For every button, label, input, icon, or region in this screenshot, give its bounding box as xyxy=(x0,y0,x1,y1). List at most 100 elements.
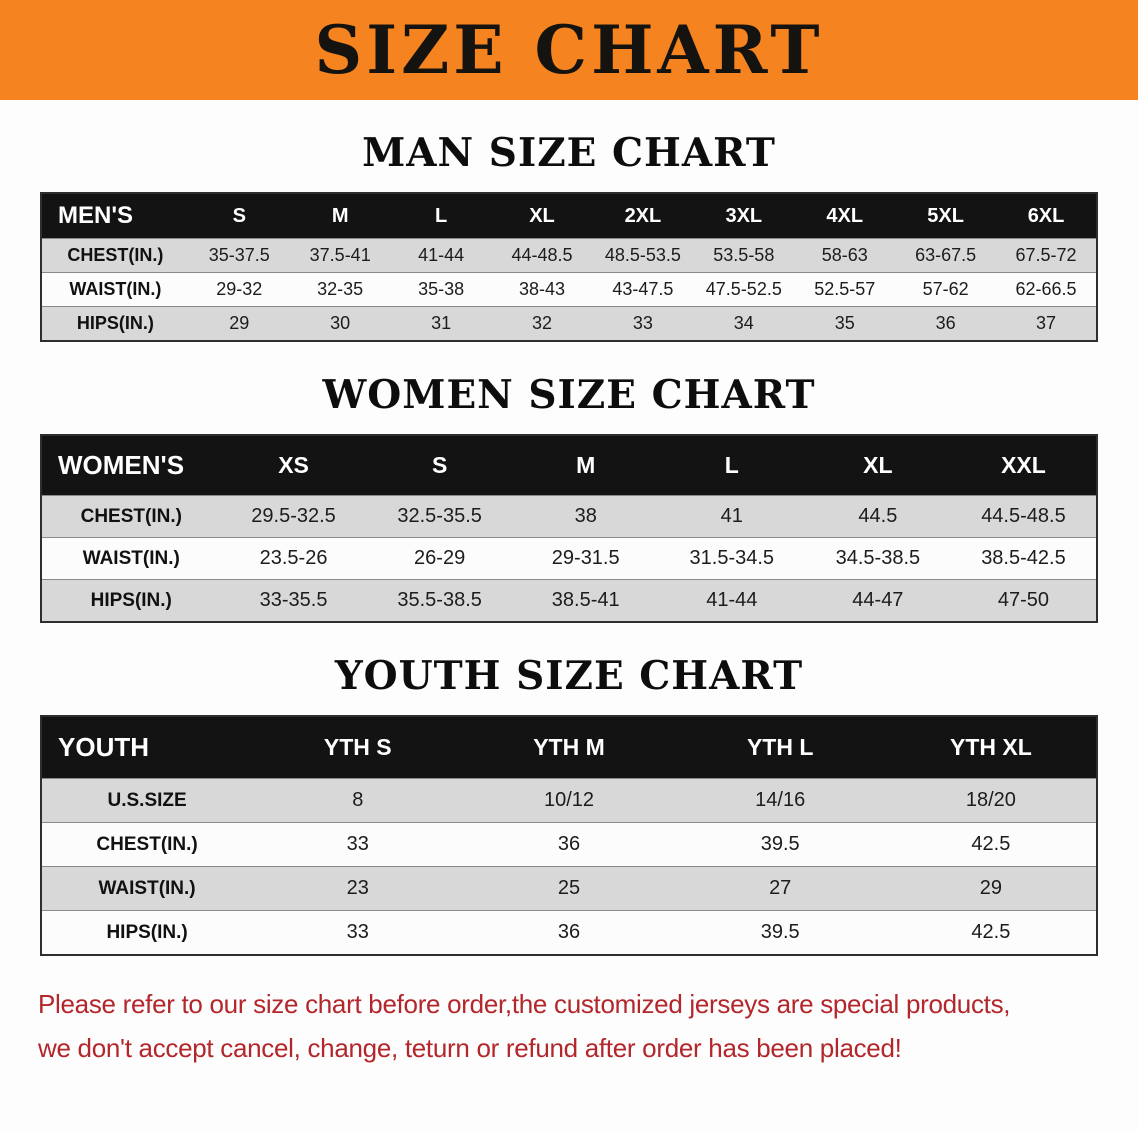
size-value-cell: 32.5-35.5 xyxy=(366,495,513,538)
size-value-cell: 32 xyxy=(491,306,593,341)
size-value-cell: 10/12 xyxy=(463,778,675,823)
size-column-header: S xyxy=(188,193,290,239)
size-value-cell: 53.5-58 xyxy=(693,238,795,273)
measurement-row-label: HIPS(IN.) xyxy=(41,910,253,955)
size-value-cell: 38.5-41 xyxy=(512,579,659,622)
size-value-cell: 23.5-26 xyxy=(220,537,367,580)
size-value-cell: 39.5 xyxy=(674,822,886,867)
men-size-table: MEN'S S M L XL 2XL 3XL 4XL 5XL 6XL CHEST(IN.) 35-37… xyxy=(40,192,1098,342)
size-value-cell: 38 xyxy=(512,495,659,538)
size-column-header: M xyxy=(512,435,659,496)
measurement-row-label: HIPS(IN.) xyxy=(41,579,221,622)
measurement-row-label: CHEST(IN.) xyxy=(41,822,253,867)
men-size-chart-section: MAN SIZE CHART MEN'S S M L XL 2XL 3XL 4XL 5XL 6XL… xyxy=(0,130,1138,342)
size-value-cell: 48.5-53.5 xyxy=(592,238,694,273)
youth-chart-heading: YOUTH SIZE CHART xyxy=(334,653,804,699)
size-value-cell: 37 xyxy=(996,306,1097,341)
size-value-cell: 35-37.5 xyxy=(188,238,290,273)
header-row: WOMEN'S XS S M L XL XXL xyxy=(41,435,1097,496)
table-row: CHEST(IN.) 29.5-32.5 32.5-35.5 38 41 44.5 44.5… xyxy=(41,495,1097,538)
size-column-header: YTH L xyxy=(674,716,886,779)
size-value-cell: 47-50 xyxy=(950,579,1097,622)
women-size-chart-section: WOMEN SIZE CHART WOMEN'S XS S M L XL XXL CHEST(… xyxy=(0,372,1138,623)
size-value-cell: 67.5-72 xyxy=(996,238,1097,273)
size-value-cell: 41 xyxy=(658,495,805,538)
size-value-cell: 34.5-38.5 xyxy=(804,537,951,580)
size-value-cell: 29 xyxy=(188,306,290,341)
size-chart-banner: SIZE CHART xyxy=(0,0,1138,100)
size-value-cell: 58-63 xyxy=(794,238,896,273)
size-column-header: XXL xyxy=(950,435,1097,496)
footer-note: Please refer to our size chart before or… xyxy=(38,982,1100,1070)
size-value-cell: 35-38 xyxy=(390,272,492,307)
header-row: YOUTH YTH S YTH M YTH L YTH XL xyxy=(41,716,1097,779)
size-value-cell: 44-47 xyxy=(804,579,951,622)
men-chart-heading: MAN SIZE CHART xyxy=(362,130,776,176)
size-value-cell: 36 xyxy=(463,910,675,955)
size-value-cell: 43-47.5 xyxy=(592,272,694,307)
size-value-cell: 57-62 xyxy=(895,272,997,307)
size-value-cell: 30 xyxy=(289,306,391,341)
size-value-cell: 27 xyxy=(674,866,886,911)
size-value-cell: 36 xyxy=(895,306,997,341)
table-row: U.S.SIZE 8 10/12 14/16 18/20 xyxy=(41,778,1097,823)
footer-note-line2: we don't accept cancel, change, teturn o… xyxy=(38,1033,902,1064)
size-column-header: YTH M xyxy=(463,716,675,779)
table-row: WAIST(IN.) 23.5-26 26-29 29-31.5 31.5-34.5 34… xyxy=(41,537,1097,580)
size-value-cell: 18/20 xyxy=(885,778,1097,823)
table-row: WAIST(IN.) 29-32 32-35 35-38 38-43 43-47.5 47.… xyxy=(41,272,1097,307)
size-column-header: 5XL xyxy=(895,193,997,239)
size-value-cell: 62-66.5 xyxy=(996,272,1097,307)
measurement-row-label: HIPS(IN.) xyxy=(41,306,189,341)
measurement-row-label: WAIST(IN.) xyxy=(41,537,221,580)
size-value-cell: 35.5-38.5 xyxy=(366,579,513,622)
measurement-row-label: CHEST(IN.) xyxy=(41,238,189,273)
size-value-cell: 32-35 xyxy=(289,272,391,307)
size-column-header: XS xyxy=(220,435,367,496)
size-value-cell: 35 xyxy=(794,306,896,341)
size-value-cell: 41-44 xyxy=(658,579,805,622)
size-value-cell: 34 xyxy=(693,306,795,341)
size-value-cell: 42.5 xyxy=(885,910,1097,955)
size-value-cell: 52.5-57 xyxy=(794,272,896,307)
measurement-row-label: WAIST(IN.) xyxy=(41,866,253,911)
size-column-header: XL xyxy=(804,435,951,496)
size-column-header: 3XL xyxy=(693,193,795,239)
banner-title: SIZE CHART xyxy=(314,11,824,89)
size-column-header: L xyxy=(658,435,805,496)
youth-size-table: YOUTH YTH S YTH M YTH L YTH XL U.S.SIZE 8 10/12… xyxy=(40,715,1098,956)
size-value-cell: 33 xyxy=(252,822,464,867)
size-column-header: M xyxy=(289,193,391,239)
measurement-row-label: WAIST(IN.) xyxy=(41,272,189,307)
size-value-cell: 38-43 xyxy=(491,272,593,307)
size-column-header: YTH XL xyxy=(885,716,1097,779)
size-value-cell: 8 xyxy=(252,778,464,823)
size-value-cell: 23 xyxy=(252,866,464,911)
size-value-cell: 29 xyxy=(885,866,1097,911)
women-chart-heading: WOMEN SIZE CHART xyxy=(322,372,816,418)
size-value-cell: 25 xyxy=(463,866,675,911)
size-value-cell: 29-32 xyxy=(188,272,290,307)
size-value-cell: 29-31.5 xyxy=(512,537,659,580)
size-value-cell: 36 xyxy=(463,822,675,867)
size-value-cell: 42.5 xyxy=(885,822,1097,867)
size-value-cell: 38.5-42.5 xyxy=(950,537,1097,580)
size-column-header: XL xyxy=(491,193,593,239)
size-value-cell: 33 xyxy=(592,306,694,341)
size-column-header: 2XL xyxy=(592,193,694,239)
size-value-cell: 37.5-41 xyxy=(289,238,391,273)
size-value-cell: 47.5-52.5 xyxy=(693,272,795,307)
size-value-cell: 39.5 xyxy=(674,910,886,955)
size-column-header: S xyxy=(366,435,513,496)
size-value-cell: 44-48.5 xyxy=(491,238,593,273)
table-row: HIPS(IN.) 33-35.5 35.5-38.5 38.5-41 41-44 44-… xyxy=(41,579,1097,622)
table-corner-label: WOMEN'S xyxy=(41,435,221,496)
size-value-cell: 44.5-48.5 xyxy=(950,495,1097,538)
size-column-header: 6XL xyxy=(996,193,1097,239)
measurement-row-label: U.S.SIZE xyxy=(41,778,253,823)
size-column-header: YTH S xyxy=(252,716,464,779)
size-value-cell: 44.5 xyxy=(804,495,951,538)
table-row: HIPS(IN.) 33 36 39.5 42.5 xyxy=(41,910,1097,955)
table-corner-label: YOUTH xyxy=(41,716,253,779)
